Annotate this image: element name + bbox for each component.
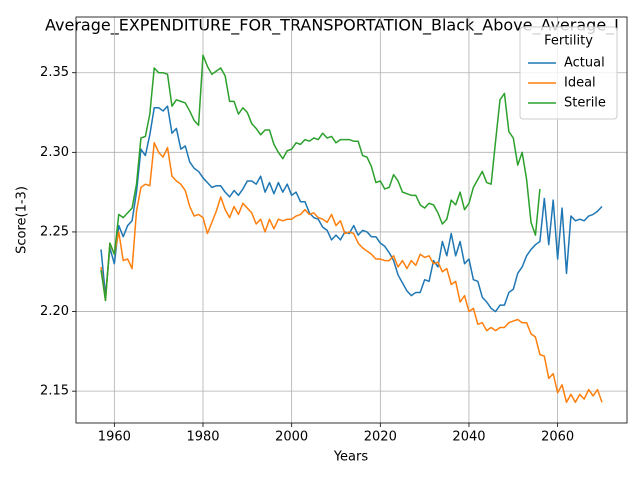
y-tick-label: 2.20 — [40, 304, 69, 319]
plot-area — [100, 54, 603, 404]
y-tick-label: 2.30 — [40, 145, 69, 160]
series-line — [100, 105, 603, 313]
x-tick-label: 2020 — [364, 430, 397, 445]
x-tick-label: 1980 — [186, 430, 219, 445]
legend-label: Sterile — [564, 96, 606, 111]
x-tick-label: 2000 — [275, 430, 308, 445]
x-tick-label: 2040 — [452, 430, 485, 445]
y-tick-label: 2.25 — [40, 224, 69, 239]
y-tick-label: 2.15 — [40, 384, 69, 399]
y-tick-label: 2.35 — [40, 65, 69, 80]
series-line — [100, 54, 541, 302]
legend-box — [519, 26, 618, 120]
series-line — [100, 142, 603, 404]
x-tick-label: 2060 — [541, 430, 574, 445]
y-axis-label: Score(1-3) — [15, 186, 30, 254]
chart-title: Average_EXPENDITURE_FOR_TRANSPORTATION_B… — [45, 16, 619, 36]
x-axis-label: Years — [333, 450, 369, 465]
legend-label: Actual — [564, 56, 605, 71]
axes-frame — [75, 16, 628, 424]
legend-title: Fertility — [544, 34, 593, 49]
x-tick-label: 1960 — [98, 430, 131, 445]
legend-label: Ideal — [564, 76, 596, 91]
